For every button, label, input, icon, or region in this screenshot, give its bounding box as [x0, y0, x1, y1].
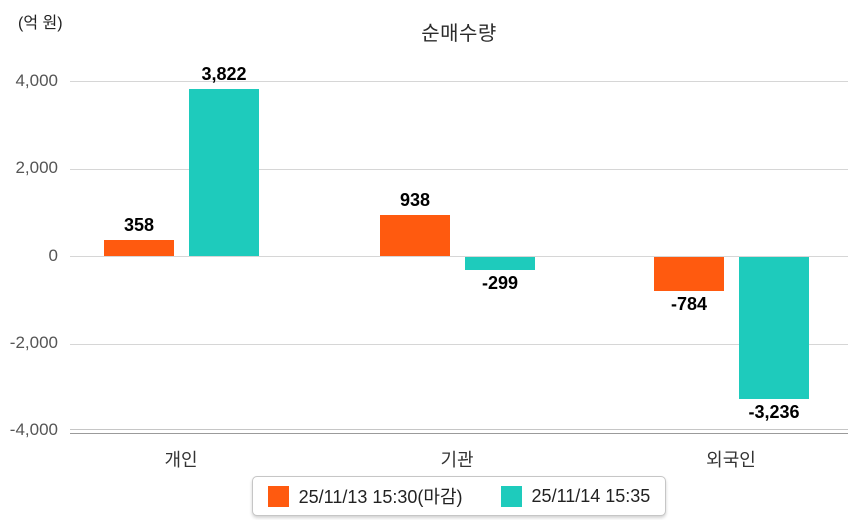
x-label-institution: 기관: [440, 450, 474, 470]
legend-item-series1[interactable]: 25/11/13 15:30(마감): [267, 483, 463, 509]
bar-value-label: -299: [481, 273, 519, 293]
bar-value-label: 3,822: [201, 64, 247, 84]
bar-s1-c3: [654, 257, 724, 291]
gridline-2000: [70, 168, 848, 170]
bar-value-label: 938: [399, 190, 431, 210]
bar-s2-c2: [465, 257, 535, 270]
legend: 25/11/13 15:30(마감) 25/11/14 15:35: [70, 476, 848, 516]
bar-value-label: -784: [670, 294, 708, 314]
series2-swatch-icon: [500, 485, 522, 507]
series2-label: 25/11/14 15:35: [531, 485, 651, 506]
legend-box: 25/11/13 15:30(마감) 25/11/14 15:35: [251, 476, 667, 516]
x-label-foreigner: 외국인: [706, 450, 756, 470]
y-tick-4000: 4,000: [15, 71, 58, 90]
series1-swatch-icon: [267, 485, 289, 507]
bar-value-label: -3,236: [748, 402, 800, 422]
series1-label: 25/11/13 15:30(마감): [298, 487, 463, 507]
y-axis-unit-label: (억 원): [18, 15, 63, 32]
bar-s2-c3: [739, 257, 809, 399]
gridline-neg2000: [70, 343, 848, 345]
y-tick-neg4000: -4,000: [9, 420, 58, 439]
x-axis-baseline: [70, 429, 848, 434]
legend-item-series2[interactable]: 25/11/14 15:35: [500, 485, 651, 507]
x-label-individual: 개인: [164, 450, 198, 470]
bar-s1-c2: [380, 215, 450, 256]
bar-s1-c1: [104, 240, 174, 256]
y-tick-neg2000: -2,000: [9, 333, 58, 352]
bar-s2-c1: [189, 89, 259, 256]
y-tick-0: 0: [48, 246, 58, 265]
bar-value-label: 358: [123, 215, 155, 235]
gridline-4000: [70, 81, 848, 82]
chart-title: 순매수량: [421, 23, 497, 45]
gridline-zero: [70, 256, 848, 257]
y-tick-2000: 2,000: [15, 158, 58, 177]
